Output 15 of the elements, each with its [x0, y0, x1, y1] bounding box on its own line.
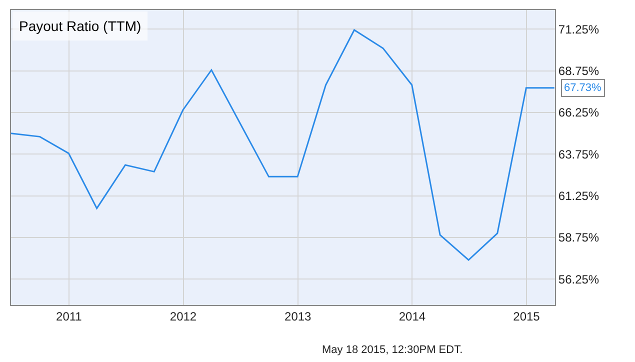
x-tick-label: 2014	[398, 309, 426, 324]
y-tick-label: 58.75%	[558, 230, 600, 245]
text: Payout Ratio (TTM)	[19, 18, 142, 34]
x-tick-label: 2013	[284, 309, 312, 324]
x-tick-label: 2012	[170, 309, 197, 324]
x-tick-label: 2015	[513, 309, 540, 324]
text: May 18 2015, 12:30PM EDT.	[322, 344, 463, 356]
y-tick-label: 61.25%	[558, 189, 600, 204]
y-tick-label: 63.75%	[558, 147, 600, 162]
y-tick-label: 71.25%	[558, 22, 600, 36]
x-tick-label: 2011	[56, 309, 82, 324]
y-tick-label: 66.25%	[558, 106, 600, 120]
annotation: 67.73%	[564, 82, 602, 94]
y-tick-label: 68.75%	[558, 64, 600, 78]
y-tick-label: 56.25%	[558, 272, 600, 286]
